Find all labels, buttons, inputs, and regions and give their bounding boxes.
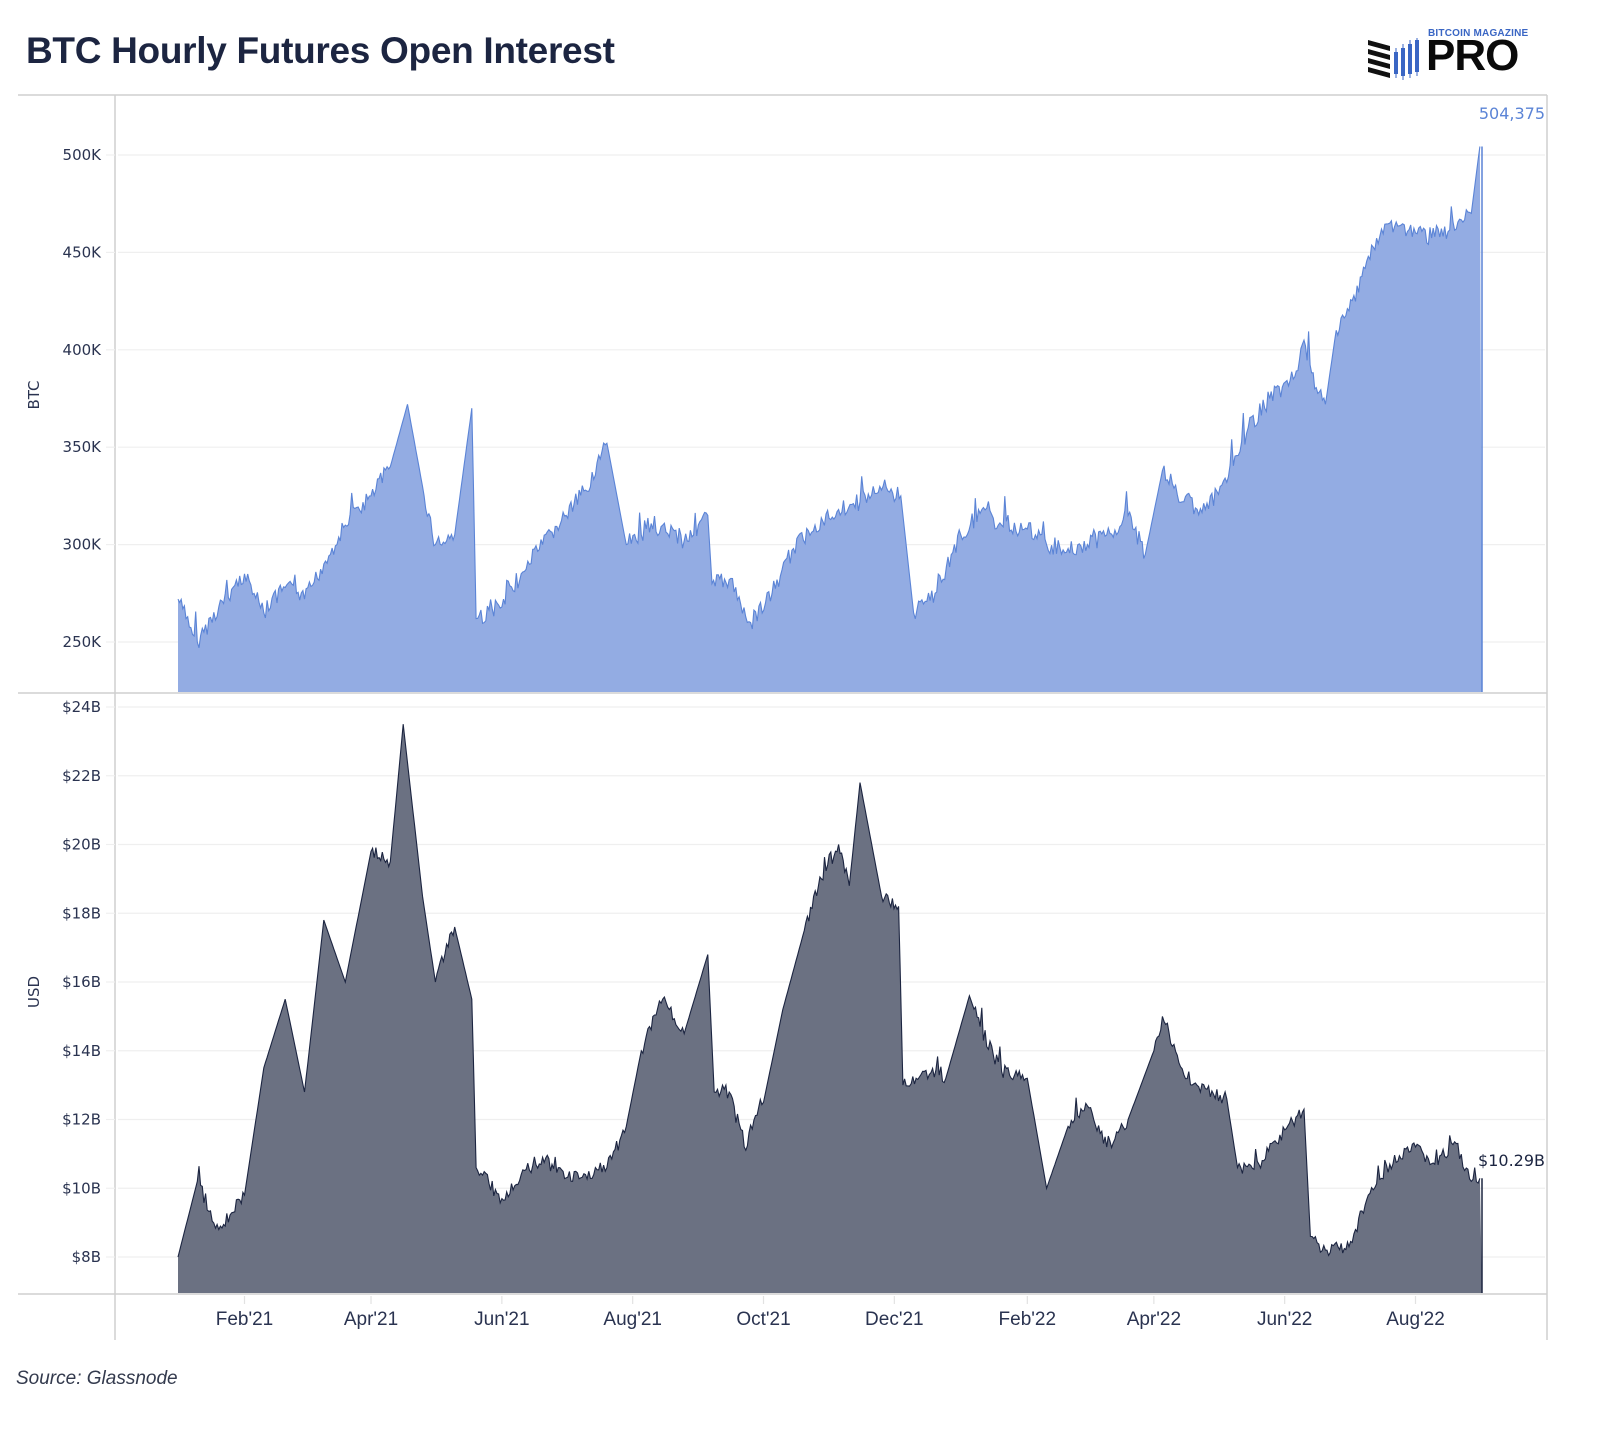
- x-tick-label: Apr'22: [1127, 1309, 1181, 1330]
- y-tick-label: $18B: [62, 904, 101, 922]
- y-tick-label: $12B: [62, 1111, 101, 1129]
- y-tick-label: 300K: [63, 536, 103, 554]
- logo-bars-icon: [1368, 38, 1419, 80]
- x-axis-ticks: Feb'21 Apr'21 Jun'21 Aug'21 Oct'21 Dec'21 Feb'…: [216, 1296, 1445, 1330]
- y-tick-label: 250K: [63, 633, 103, 651]
- bottom-y-axis-ticks: $8B $10B $12B $14B $16B $18B $20B $22B $24B: [62, 698, 115, 1266]
- y-axis-label-btc: BTC: [25, 380, 43, 409]
- x-tick-label: Jun'21: [474, 1309, 529, 1330]
- chart-frame: [18, 94, 1548, 1340]
- y-tick-label: $20B: [62, 836, 101, 854]
- bitcoin-magazine-pro-logo: BITCOIN MAGAZINE PRO: [1368, 26, 1548, 86]
- chart-title: BTC Hourly Futures Open Interest: [26, 30, 615, 71]
- y-tick-label: 450K: [63, 243, 103, 261]
- y-tick-label: $24B: [62, 698, 101, 716]
- y-tick-label: 400K: [63, 341, 103, 359]
- area-fill: [178, 146, 1482, 692]
- x-tick-label: Jun'22: [1257, 1309, 1312, 1330]
- y-tick-label: $8B: [72, 1248, 101, 1266]
- x-tick-label: Feb'21: [216, 1309, 274, 1330]
- x-tick-label: Apr'21: [344, 1309, 398, 1330]
- x-tick-label: Oct'21: [736, 1309, 790, 1330]
- logo-text-top: BITCOIN MAGAZINE: [1428, 28, 1529, 39]
- usd-open-interest-area: [177, 724, 1483, 1293]
- x-tick-label: Dec'21: [865, 1309, 924, 1330]
- area-line: [177, 724, 1481, 1258]
- area-line: [177, 146, 1481, 648]
- x-tick-label: Feb'22: [999, 1309, 1057, 1330]
- btc-open-interest-area: [177, 146, 1483, 692]
- source-caption: Source: Glassnode: [16, 1368, 178, 1389]
- btc-latest-value-annotation: 504,375: [1479, 104, 1545, 123]
- x-tick-label: Aug'22: [1386, 1309, 1445, 1330]
- y-tick-label: $10B: [62, 1179, 101, 1197]
- area-fill: [178, 724, 1482, 1293]
- y-tick-label: 350K: [63, 438, 103, 456]
- x-tick-label: Aug'21: [603, 1309, 662, 1330]
- y-tick-label: $14B: [62, 1042, 101, 1060]
- top-y-axis-ticks: 250K 300K 350K 400K 450K 500K: [63, 146, 115, 651]
- y-tick-label: $16B: [62, 973, 101, 991]
- y-tick-label: $22B: [62, 767, 101, 785]
- usd-latest-value-annotation: $10.29B: [1478, 1151, 1545, 1170]
- logo-text-main: PRO: [1426, 31, 1519, 80]
- y-tick-label: 500K: [63, 146, 103, 164]
- y-axis-label-usd: USD: [25, 976, 43, 1008]
